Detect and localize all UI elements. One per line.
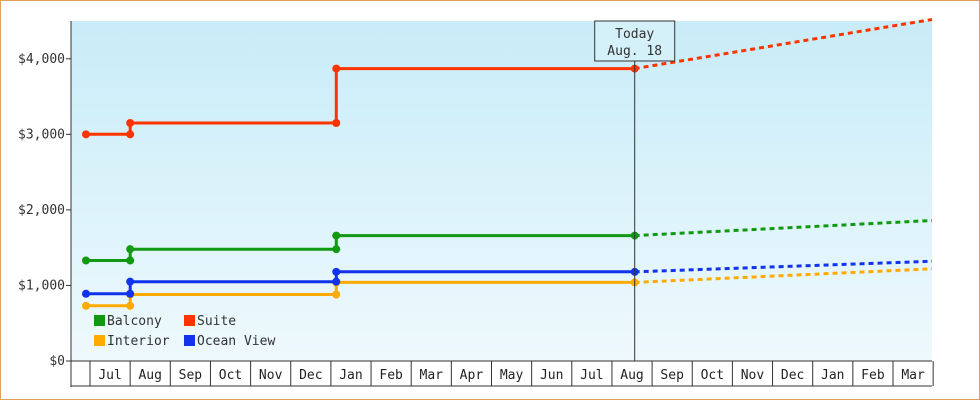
x-tick-label: Jul: [98, 368, 121, 383]
legend: Balcony Suite Interior Ocean View: [94, 314, 275, 349]
ocean-view-point: [332, 267, 341, 276]
x-tick-label: Mar: [901, 368, 925, 383]
x-tick-label: Feb: [379, 368, 403, 383]
interior-point: [332, 290, 341, 299]
balcony-projection-line: [634, 218, 933, 238]
suite-legend-label: Suite: [197, 314, 236, 329]
plot-area: [71, 21, 932, 361]
ocean-view-legend-label: Ocean View: [197, 334, 275, 349]
x-tick-label: Oct: [219, 368, 242, 383]
interior-series-line: [86, 280, 635, 308]
x-tick-label: Jan: [821, 368, 844, 383]
balcony-legend-label: Balcony: [107, 314, 162, 329]
x-tick-label: Aug: [138, 368, 161, 383]
today-date-label: Aug. 18: [607, 44, 662, 59]
x-tick-label: Feb: [861, 368, 885, 383]
y-tick-label: $0: [49, 354, 65, 369]
x-tick-label: Aug: [620, 368, 643, 383]
balcony-point: [126, 245, 135, 254]
y-tick-label: $2,000: [18, 203, 65, 218]
y-tick-label: $1,000: [18, 278, 65, 293]
x-tick-label: May: [500, 368, 524, 383]
balcony-series-line: [86, 234, 635, 262]
y-tick-label: $4,000: [18, 52, 65, 67]
ocean-view-legend-swatch: [184, 335, 195, 346]
balcony-point: [126, 256, 135, 265]
x-tick-label: Sep: [660, 368, 684, 383]
suite-point: [126, 130, 135, 139]
x-tick-label: Jun: [540, 368, 563, 383]
x-tick-label: Sep: [179, 368, 203, 383]
today-box: [594, 20, 676, 62]
ocean-view-point: [332, 277, 341, 286]
x-tick-label: Nov: [741, 368, 765, 383]
ocean-view-point: [126, 277, 135, 286]
interior-projection-line: [634, 267, 933, 284]
x-tick-label: Mar: [420, 368, 444, 383]
ocean-view-projection-line: [634, 259, 933, 274]
ocean-view-series-line: [86, 270, 635, 296]
x-tick-label: Nov: [259, 368, 283, 383]
series-lines: [81, 18, 933, 310]
x-tick-label: Apr: [460, 368, 484, 383]
y-tick-label: $3,000: [18, 127, 65, 142]
x-tick-label: Jul: [580, 368, 603, 383]
today-marker: Today Aug. 18: [594, 20, 676, 361]
x-tick-label: Jan: [339, 368, 362, 383]
ocean-view-point: [126, 289, 135, 298]
suite-legend-swatch: [184, 315, 195, 326]
axes: $0 $1,000 $2,000 $3,000 $4,000 Jul Aug Sep Oct No…: [18, 21, 934, 387]
balcony-point: [81, 256, 90, 265]
interior-point: [81, 301, 90, 310]
balcony-point: [332, 245, 341, 254]
suite-point: [126, 119, 135, 127]
balcony-legend-swatch: [94, 315, 105, 326]
suite-point: [81, 130, 90, 139]
suite-series-line: [86, 67, 635, 136]
x-tick-label: Dec: [299, 368, 322, 383]
today-label: Today: [615, 27, 654, 42]
interior-point: [126, 301, 135, 310]
balcony-point: [332, 231, 341, 240]
x-tick-label: Dec: [781, 368, 804, 383]
interior-legend-swatch: [94, 335, 105, 346]
suite-point: [332, 119, 341, 127]
suite-point: [332, 64, 341, 73]
x-tick-label: Oct: [701, 368, 724, 383]
ocean-view-point: [81, 289, 90, 298]
interior-legend-label: Interior: [107, 334, 170, 349]
